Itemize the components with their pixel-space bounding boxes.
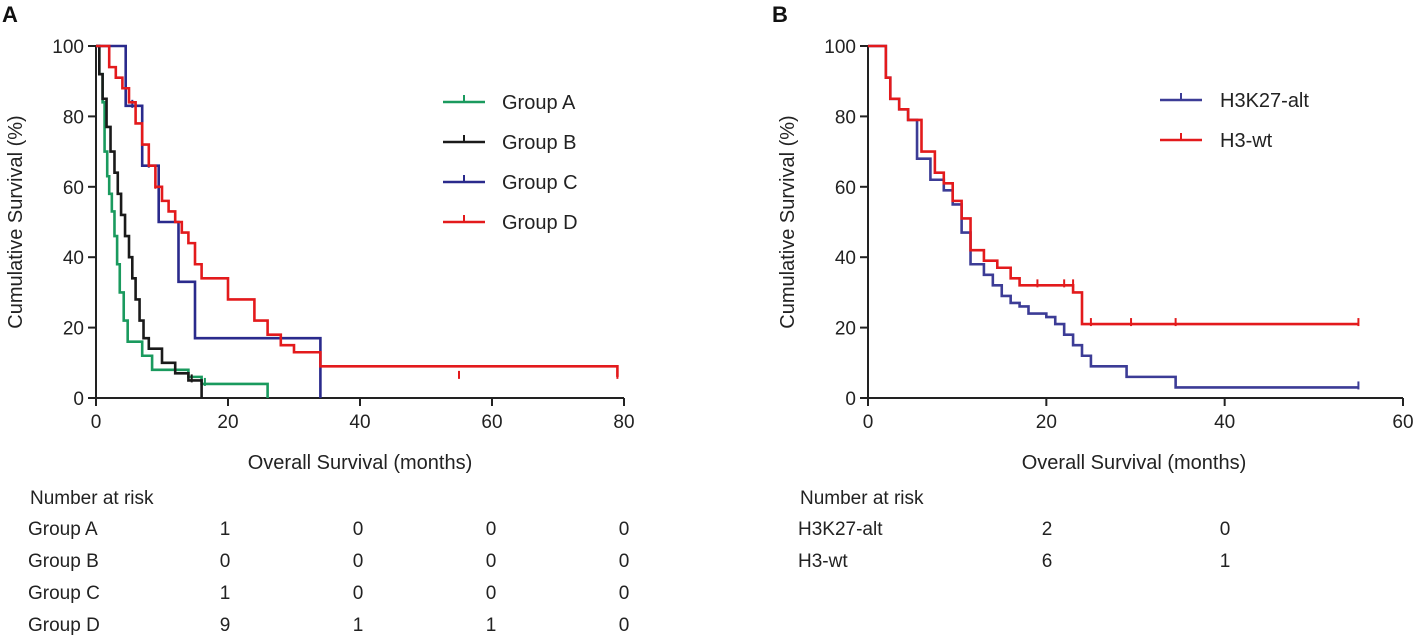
risk-table-title: Number at risk [800,488,924,509]
risk-value: 0 [353,551,364,572]
legend-label: Group A [502,92,576,114]
y-tick-label: 20 [835,319,856,340]
risk-value: 9 [220,615,231,636]
x-tick-label: 0 [863,412,874,433]
y-tick-label: 80 [63,107,84,128]
risk-value: 0 [353,519,364,540]
legend-label: Group B [502,132,576,154]
series-h3-wt [868,44,1360,327]
survival-curve [96,44,322,398]
risk-row-label: Group D [28,615,100,636]
risk-value: 0 [353,583,364,604]
risk-value: 6 [1042,551,1053,572]
risk-value: 0 [619,551,630,572]
y-tick-label: 60 [835,178,856,199]
legend-label: H3-wt [1220,130,1273,152]
risk-row-label: Group A [28,519,98,540]
series-group-d [96,44,619,379]
x-tick-label: 60 [481,412,502,433]
x-tick-label: 40 [1214,412,1235,433]
x-tick-label: 80 [613,412,634,433]
legend-label: Group C [502,172,578,194]
x-tick-label: 0 [91,412,102,433]
x-axis-label: Overall Survival (months) [1022,452,1247,474]
risk-table-title: Number at risk [30,488,154,509]
survival-curve [96,44,619,377]
y-axis-label: Cumulative Survival (%) [5,115,27,328]
y-tick-label: 0 [73,389,84,410]
x-tick-label: 20 [217,412,238,433]
risk-value: 1 [1220,551,1231,572]
risk-value: 0 [486,519,497,540]
panel-label: B [772,2,788,27]
x-tick-label: 40 [349,412,370,433]
risk-table: Number at risk H3K27-alt 2 0 H3-wt 6 1 [798,488,1230,572]
risk-value: 1 [220,583,231,604]
risk-value: 1 [353,615,364,636]
y-tick-label: 20 [63,319,84,340]
risk-value: 0 [220,551,231,572]
risk-value: 0 [486,583,497,604]
risk-row-label: Group B [28,551,99,572]
risk-value: 0 [486,551,497,572]
y-tick-label: 100 [824,37,856,58]
risk-value: 0 [619,615,630,636]
y-tick-label: 80 [835,107,856,128]
risk-row-label: H3-wt [798,551,848,572]
risk-value: 0 [619,519,630,540]
y-tick-label: 0 [845,389,856,410]
risk-value: 0 [1220,519,1231,540]
y-tick-label: 60 [63,178,84,199]
survival-curve [96,44,203,398]
x-axis-label: Overall Survival (months) [248,452,473,474]
panel-label: A [2,2,18,27]
y-tick-label: 40 [835,248,856,269]
risk-value: 1 [220,519,231,540]
y-tick-label: 100 [52,37,84,58]
x-tick-label: 60 [1392,412,1413,433]
survival-curve [868,44,1359,326]
risk-value: 2 [1042,519,1053,540]
series-group-b [96,44,203,398]
risk-row-label: Group C [28,583,100,604]
risk-value: 1 [486,615,497,636]
risk-value: 0 [619,583,630,604]
legend-label: Group D [502,212,578,234]
y-tick-label: 40 [63,248,84,269]
risk-row-label: H3K27-alt [798,519,883,540]
legend-label: H3K27-alt [1220,90,1309,112]
y-axis-label: Cumulative Survival (%) [777,115,799,328]
x-tick-label: 20 [1036,412,1057,433]
risk-table: Number at risk Group A 1 0 0 0 Group B 0 0 0 0 Grou… [28,488,629,636]
